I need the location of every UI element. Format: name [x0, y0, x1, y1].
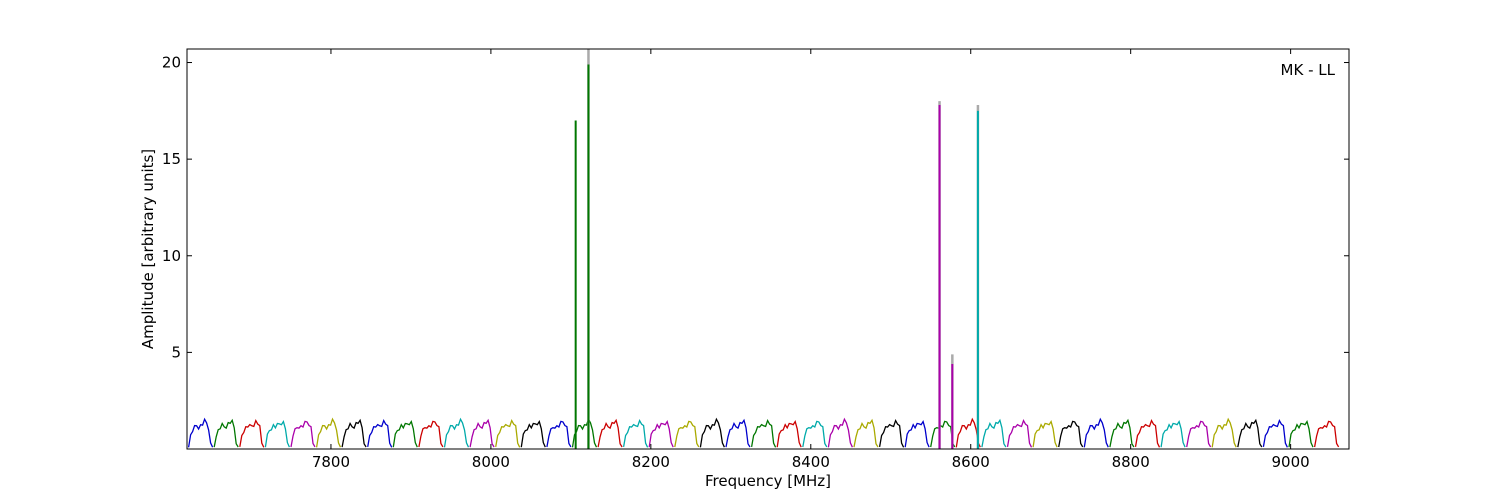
- channel-line: [1134, 419, 1161, 448]
- channel-line: [1237, 418, 1263, 448]
- plot-frame: [186, 48, 1350, 450]
- channel-line: [546, 420, 572, 448]
- channel-line: [187, 417, 214, 448]
- channel-line: [878, 419, 905, 448]
- channel-line: [1288, 420, 1314, 448]
- channel-line: [802, 420, 828, 448]
- channel-line: [1058, 420, 1084, 448]
- channel-line: [520, 420, 546, 448]
- channel-line: [1160, 420, 1186, 448]
- x-tick-label: 7800: [312, 453, 350, 471]
- channel-line: [827, 417, 853, 448]
- y-tick-label: 10: [162, 247, 181, 265]
- channel-line: [1313, 420, 1340, 448]
- channel-line: [648, 420, 674, 448]
- channel-line: [315, 417, 342, 448]
- channel-line: [290, 420, 316, 448]
- x-tick-label: 8800: [1112, 453, 1150, 471]
- channel-line: [1211, 417, 1237, 448]
- channel-line: [264, 420, 290, 448]
- channel-line: [341, 418, 367, 448]
- y-tick-label: 15: [162, 150, 181, 168]
- x-tick-label: 8200: [632, 453, 670, 471]
- y-tick-label: 20: [162, 54, 181, 72]
- baseline-annotation: MK - LL: [1281, 61, 1336, 79]
- x-axis-label: Frequency [MHz]: [705, 472, 831, 490]
- channel-line: [776, 420, 802, 448]
- channel-line: [1006, 419, 1033, 448]
- y-tick-label: 5: [171, 343, 181, 361]
- channel-line: [674, 420, 700, 448]
- channel-line: [725, 418, 751, 448]
- y-axis-label: Amplitude [arbitrary units]: [139, 149, 157, 349]
- channel-line: [392, 420, 418, 448]
- channel-line: [622, 419, 649, 448]
- channel-line: [955, 417, 981, 448]
- channel-line: [1186, 420, 1212, 448]
- x-tick-label: 8600: [952, 453, 990, 471]
- channel-line: [239, 419, 265, 448]
- x-tick-label: 9000: [1272, 453, 1310, 471]
- channel-line: [853, 418, 879, 448]
- channel-line: [981, 418, 1007, 448]
- y-axis: 5 10 15 20: [162, 54, 1349, 361]
- channel-line: [930, 420, 956, 448]
- channel-line: [367, 419, 393, 448]
- channel-line: [750, 419, 777, 448]
- x-tick-label: 8000: [472, 453, 510, 471]
- channel-line: [1032, 420, 1058, 448]
- channel-line: [213, 418, 239, 448]
- channel-line: [418, 420, 444, 448]
- x-tick-label: 8400: [792, 453, 830, 471]
- channel-line: [443, 417, 470, 448]
- plot-lines: [187, 49, 1340, 449]
- channel-line: [495, 419, 521, 448]
- channel-line: [1083, 417, 1109, 448]
- channel-line: [699, 417, 725, 448]
- channel-line: [469, 418, 495, 448]
- channel-line: [904, 420, 930, 448]
- x-axis: 7800 8000 8200 8400 8600 8800 9000: [312, 49, 1310, 471]
- channel-line: [1109, 418, 1135, 448]
- channel-line: [597, 418, 623, 448]
- channel-line: [1262, 419, 1288, 448]
